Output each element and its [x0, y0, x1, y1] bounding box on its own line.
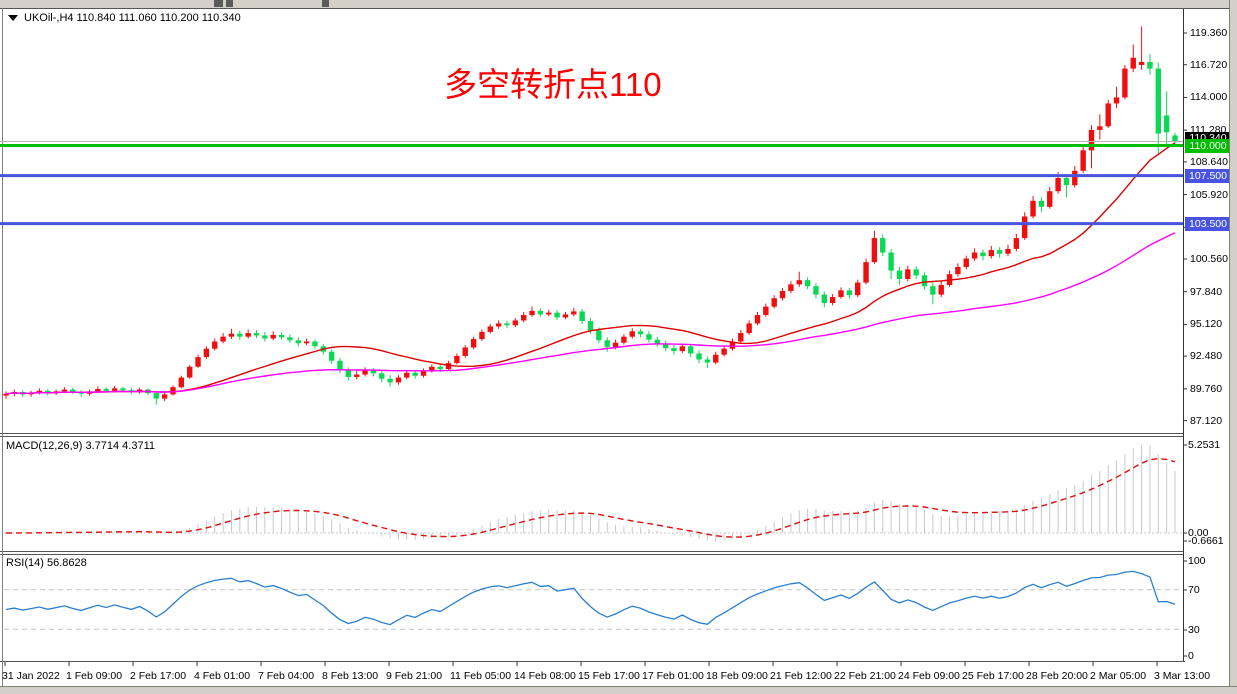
price-tick-label: 114.000 — [1190, 91, 1228, 104]
price-tick-label: 100.560 — [1190, 253, 1228, 265]
price-tick-label: 105.920 — [1190, 188, 1228, 201]
macd-tick-label: 0.00 — [1188, 527, 1209, 539]
time-tick-label: 18 Feb 09:00 — [706, 670, 768, 682]
time-tick-label: 1 Feb 09:00 — [66, 670, 123, 682]
macd-header: MACD(12,26,9) 3.7714 4.3711 — [6, 440, 155, 452]
rsi-tick-label: 0 — [1188, 650, 1194, 662]
symbol-dropdown-icon[interactable] — [8, 15, 18, 21]
time-tick-label: 21 Feb 12:00 — [770, 670, 832, 682]
price-tick-label: 95.120 — [1190, 318, 1223, 331]
time-tick-label: 17 Feb 01:00 — [642, 670, 704, 682]
rsi-line — [5, 570, 1176, 626]
price-tick-label: 97.840 — [1190, 285, 1223, 298]
rsi-tick-label: 70 — [1188, 584, 1200, 596]
hline-price-label-103.5: 103.500 — [1185, 217, 1231, 231]
candle-bodies — [3, 57, 1178, 399]
price-tick-label: 119.360 — [1190, 27, 1228, 39]
time-tick-label: 14 Feb 08:00 — [514, 670, 576, 682]
rsi-tick-label: 30 — [1188, 624, 1200, 636]
hline-price-label-107.5: 107.500 — [1185, 169, 1231, 183]
hline-price-label-110: 110.000 — [1185, 139, 1231, 153]
macd-signal-line — [6, 457, 1176, 538]
rsi-tick-label: 100 — [1188, 555, 1206, 567]
time-tick-label: 2 Mar 05:00 — [1090, 670, 1147, 682]
ma-slow-line — [5, 232, 1176, 395]
macd-tick-label: 5.2531 — [1188, 439, 1221, 451]
toolbar-icon-remnant — [226, 0, 233, 7]
panel-borders — [0, 8, 1237, 686]
price-tick-label: 108.640 — [1190, 155, 1228, 168]
rsi-header: RSI(14) 56.8628 — [6, 557, 87, 569]
time-tick-label: 25 Feb 17:00 — [962, 670, 1024, 682]
time-tick-label: 9 Feb 21:00 — [386, 670, 443, 682]
horizontal-lines — [0, 140, 1183, 226]
time-tick-label: 24 Feb 09:00 — [898, 670, 960, 682]
time-tick-label: 8 Feb 13:00 — [322, 670, 379, 682]
time-tick-label: 11 Feb 05:00 — [450, 670, 512, 682]
chart-tabs-strip — [0, 686, 1237, 694]
time-tick-label: 7 Feb 04:00 — [258, 670, 315, 682]
rsi-pane — [4, 570, 1183, 630]
time-tick-label: 2 Feb 17:00 — [130, 670, 187, 682]
toolbar-icon-remnant — [214, 0, 223, 7]
symbol-ohlc-text: UKOil-,H4 110.840 111.060 110.200 110.34… — [24, 12, 241, 24]
time-tick-label: 22 Feb 21:00 — [834, 670, 896, 682]
axis-ticks — [4, 32, 1187, 666]
time-tick-label: 28 Feb 20:00 — [1026, 670, 1088, 682]
annotation-text[interactable]: 多空转折点110 — [444, 66, 662, 103]
time-tick-label: 31 Jan 2022 — [2, 670, 60, 682]
price-tick-label: 87.120 — [1190, 414, 1223, 427]
price-tick-label: 116.720 — [1190, 58, 1228, 71]
time-tick-label: 15 Feb 17:00 — [578, 670, 640, 682]
toolbar-icon-remnant — [322, 0, 329, 7]
time-tick-label: 3 Mar 13:00 — [1154, 670, 1211, 682]
macd-tick-label: -0.6661 — [1188, 535, 1224, 547]
price-tick-label: 92.480 — [1190, 350, 1223, 363]
price-tick-label: 89.760 — [1190, 382, 1223, 395]
time-tick-label: 4 Feb 01:00 — [194, 670, 251, 682]
window-right-edge — [1229, 0, 1237, 694]
macd-histogram — [4, 445, 1183, 542]
ma-fast-line — [5, 142, 1176, 395]
symbol-header: UKOil-,H4 110.840 111.060 110.200 110.34… — [8, 12, 241, 24]
